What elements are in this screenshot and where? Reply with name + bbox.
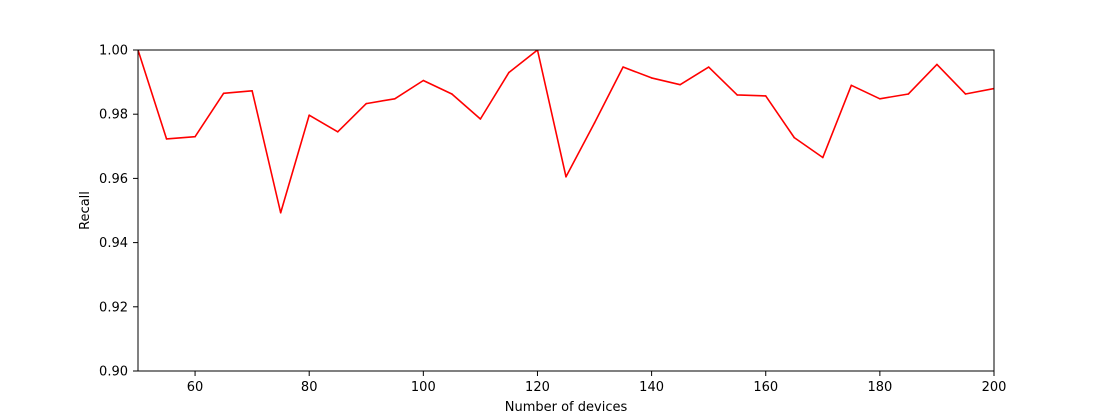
- data-point: [736, 94, 738, 96]
- data-point: [365, 102, 368, 105]
- data-point: [650, 77, 653, 79]
- data-point: [850, 84, 853, 87]
- data-point: [279, 211, 282, 214]
- data-point: [308, 114, 311, 116]
- y-tick-label: 0.92: [99, 300, 128, 315]
- series-layer: [138, 50, 994, 214]
- data-point: [451, 93, 453, 95]
- y-tick-label: 0.94: [99, 236, 128, 251]
- x-axis: 60 80 100 120 140 160 180 200: [187, 371, 1007, 395]
- data-point: [707, 66, 710, 68]
- series-line-recall: [138, 50, 994, 214]
- data-point: [622, 66, 624, 68]
- data-point: [251, 89, 253, 92]
- x-axis-label: Number of devices: [505, 400, 628, 415]
- x-tick-label: 100: [411, 380, 436, 395]
- data-point: [422, 79, 425, 82]
- data-point: [679, 83, 681, 86]
- data-point: [222, 92, 225, 95]
- y-tick-label: 0.96: [99, 172, 128, 187]
- x-tick-label: 160: [753, 380, 778, 395]
- y-tick-label: 0.98: [99, 108, 128, 123]
- x-tick-label: 120: [525, 380, 550, 395]
- x-tick-label: 180: [867, 380, 892, 395]
- data-point: [394, 97, 396, 100]
- y-axis-label: Recall: [78, 191, 93, 230]
- y-tick-label: 0.90: [99, 365, 128, 380]
- x-tick-label: 60: [187, 380, 204, 395]
- data-point: [194, 135, 196, 138]
- y-axis: 0.90 0.92 0.94 0.96 0.98 1.00: [99, 44, 138, 380]
- data-point: [907, 93, 910, 95]
- data-point: [508, 71, 510, 74]
- y-tick-label: 1.00: [99, 44, 128, 59]
- data-point: [336, 131, 339, 133]
- data-point: [793, 136, 796, 139]
- data-point: [764, 95, 767, 97]
- data-point: [565, 175, 567, 178]
- data-point: [479, 118, 482, 120]
- x-tick-label: 80: [301, 380, 318, 395]
- data-point: [936, 63, 938, 66]
- data-point: [879, 97, 881, 100]
- data-point: [822, 156, 824, 159]
- plot-frame: [137, 49, 995, 372]
- data-point: [165, 138, 168, 140]
- x-tick-label: 200: [982, 380, 1007, 395]
- x-tick-label: 140: [639, 380, 664, 395]
- data-point: [593, 122, 596, 124]
- data-point: [964, 93, 967, 95]
